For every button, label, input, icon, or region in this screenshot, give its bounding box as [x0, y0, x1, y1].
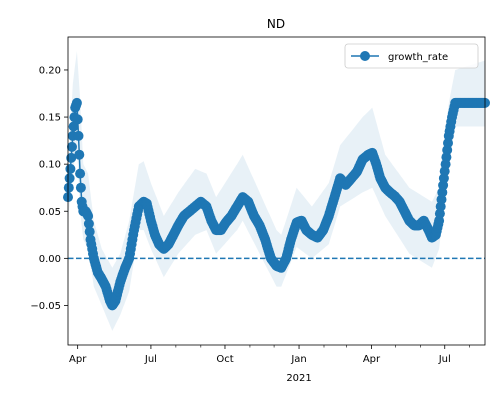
confidence-band — [68, 51, 485, 331]
data-point — [75, 168, 86, 179]
legend-label-growth-rate: growth_rate — [388, 52, 448, 63]
y-tick-label: 0.05 — [39, 207, 61, 218]
data-point — [72, 114, 83, 125]
legend-dot-marker — [360, 51, 370, 61]
x-tick-label: Jul — [144, 354, 157, 365]
chart-title: ND — [267, 17, 285, 31]
data-point — [63, 182, 74, 193]
data-point — [64, 173, 75, 184]
legend: growth_rate — [344, 43, 479, 69]
confidence-band-layer — [68, 51, 485, 331]
data-point — [83, 211, 94, 221]
y-tick-label: −0.05 — [30, 301, 61, 312]
axes-layer: −0.05 0.00 0.05 0.10 0.15 0.20 Apr Jul Oct Jan 202… — [30, 65, 471, 384]
x-tick-year-label: 2021 — [286, 373, 311, 384]
legend-box — [344, 43, 479, 69]
data-point — [66, 152, 77, 163]
data-point — [84, 226, 95, 237]
data-point — [65, 163, 76, 174]
data-point — [71, 97, 82, 108]
x-tick-label: Apr — [69, 354, 87, 365]
data-point — [67, 141, 77, 152]
x-tick-label: Apr — [363, 354, 381, 365]
data-point — [74, 149, 85, 160]
plot-frame — [67, 36, 486, 346]
y-tick-label: 0.00 — [39, 254, 61, 265]
data-point — [75, 182, 86, 193]
x-tick-label: Jul — [438, 354, 451, 365]
y-tick-label: 0.20 — [39, 65, 61, 76]
y-tick-label: 0.10 — [39, 160, 61, 171]
x-tick-label: Oct — [216, 354, 233, 365]
series-layer — [63, 97, 490, 311]
data-point — [73, 130, 84, 141]
y-tick-label: 0.15 — [39, 113, 61, 124]
data-point — [83, 218, 94, 229]
x-tick-label: Jan — [290, 354, 306, 365]
